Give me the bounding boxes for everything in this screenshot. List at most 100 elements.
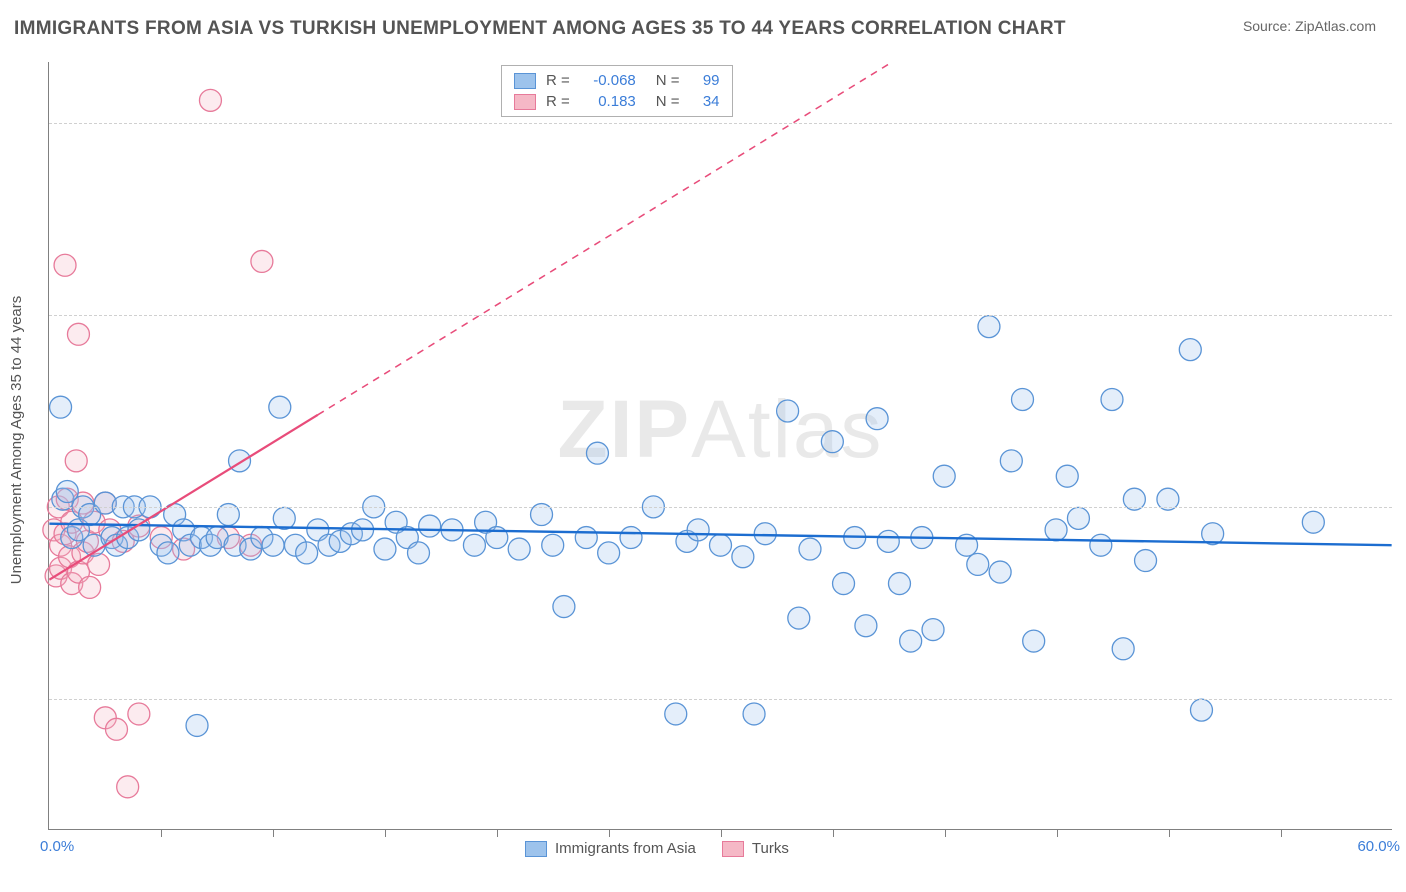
swatch-turks-icon <box>722 841 744 857</box>
data-point <box>933 465 955 487</box>
data-point <box>419 515 441 537</box>
data-point <box>199 89 221 111</box>
data-point <box>106 718 128 740</box>
y-tick-label: 10.0% <box>1398 115 1406 132</box>
legend-item-asia: Immigrants from Asia <box>525 840 696 857</box>
x-tick <box>497 829 498 837</box>
x-tick <box>1169 829 1170 837</box>
x-tick <box>1057 829 1058 837</box>
chart-title: IMMIGRANTS FROM ASIA VS TURKISH UNEMPLOY… <box>14 18 1066 40</box>
x-tick <box>161 829 162 837</box>
data-point <box>54 254 76 276</box>
data-point <box>799 538 821 560</box>
data-point <box>922 619 944 641</box>
data-point <box>833 573 855 595</box>
data-point <box>877 530 899 552</box>
data-point <box>262 534 284 556</box>
data-point <box>1135 550 1157 572</box>
r-label: R = <box>546 93 570 110</box>
y-tick-label: 7.5% <box>1398 307 1406 324</box>
data-point <box>1012 388 1034 410</box>
data-point <box>508 538 530 560</box>
data-point <box>687 519 709 541</box>
data-point <box>542 534 564 556</box>
legend-label-turks: Turks <box>752 840 789 857</box>
x-min-label: 0.0% <box>40 838 74 855</box>
data-point <box>50 396 72 418</box>
data-point <box>978 316 1000 338</box>
data-point <box>586 442 608 464</box>
n-value-turks: 34 <box>690 93 720 110</box>
x-tick <box>273 829 274 837</box>
data-point <box>374 538 396 560</box>
x-tick <box>609 829 610 837</box>
r-value-asia: -0.068 <box>580 72 636 89</box>
data-point <box>269 396 291 418</box>
grid-line <box>49 507 1392 508</box>
data-point <box>900 630 922 652</box>
legend-series: Immigrants from Asia Turks <box>525 840 789 857</box>
grid-line <box>49 123 1392 124</box>
x-tick <box>721 829 722 837</box>
data-point <box>732 546 754 568</box>
n-label: N = <box>656 93 680 110</box>
data-point <box>186 714 208 736</box>
data-point <box>88 553 110 575</box>
n-label: N = <box>656 72 680 89</box>
data-point <box>665 703 687 725</box>
legend-correlation: R = -0.068 N = 99 R = 0.183 N = 34 <box>501 65 733 117</box>
data-point <box>1090 534 1112 556</box>
data-point <box>65 450 87 472</box>
data-point <box>1190 699 1212 721</box>
swatch-asia-icon <box>525 841 547 857</box>
legend-row-turks: R = 0.183 N = 34 <box>514 91 720 112</box>
data-point <box>754 523 776 545</box>
data-point <box>866 408 888 430</box>
data-point <box>67 323 89 345</box>
swatch-turks <box>514 94 536 110</box>
r-value-turks: 0.183 <box>580 93 636 110</box>
data-point <box>620 527 642 549</box>
data-point <box>117 776 139 798</box>
y-axis-label: Unemployment Among Ages 35 to 44 years <box>8 296 25 585</box>
data-point <box>463 534 485 556</box>
data-point <box>1045 519 1067 541</box>
data-point <box>855 615 877 637</box>
data-point <box>989 561 1011 583</box>
data-point <box>251 250 273 272</box>
header: IMMIGRANTS FROM ASIA VS TURKISH UNEMPLOY… <box>0 0 1406 40</box>
data-point <box>777 400 799 422</box>
x-tick <box>833 829 834 837</box>
x-tick <box>385 829 386 837</box>
source-attribution: Source: ZipAtlas.com <box>1243 18 1376 34</box>
data-point <box>128 703 150 725</box>
data-point <box>1112 638 1134 660</box>
grid-line <box>49 699 1392 700</box>
x-tick <box>945 829 946 837</box>
data-point <box>296 542 318 564</box>
data-point <box>553 596 575 618</box>
data-point <box>710 534 732 556</box>
data-point <box>1023 630 1045 652</box>
data-point <box>743 703 765 725</box>
data-point <box>157 542 179 564</box>
data-point <box>888 573 910 595</box>
x-tick <box>1281 829 1282 837</box>
data-point <box>598 542 620 564</box>
data-point <box>821 431 843 453</box>
data-point <box>273 507 295 529</box>
grid-line <box>49 315 1392 316</box>
y-tick-label: 2.5% <box>1398 691 1406 708</box>
scatter-svg <box>49 62 1392 829</box>
legend-row-asia: R = -0.068 N = 99 <box>514 70 720 91</box>
swatch-asia <box>514 73 536 89</box>
legend-item-turks: Turks <box>722 840 789 857</box>
y-tick-label: 5.0% <box>1398 499 1406 516</box>
data-point <box>1302 511 1324 533</box>
n-value-asia: 99 <box>690 72 720 89</box>
data-point <box>1056 465 1078 487</box>
x-max-label: 60.0% <box>1357 838 1400 855</box>
data-point <box>1179 339 1201 361</box>
data-point <box>1101 388 1123 410</box>
data-point <box>967 553 989 575</box>
